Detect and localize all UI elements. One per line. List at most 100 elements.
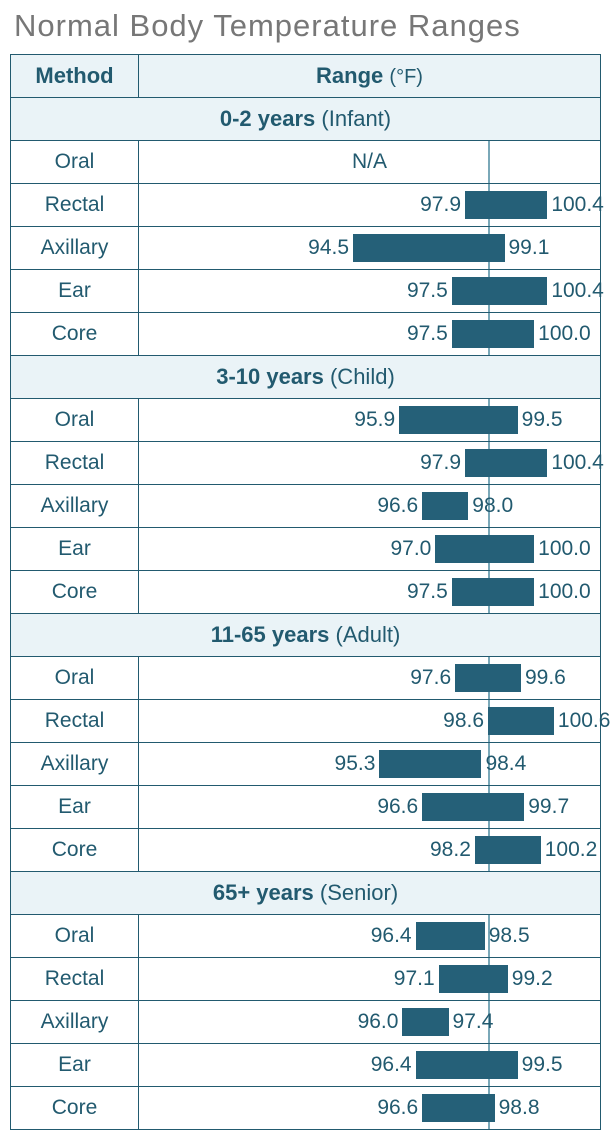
header-method: Method — [11, 55, 139, 98]
range-inner: 98.6100.6 — [139, 700, 600, 742]
group-header-cell: 0-2 years (Infant) — [11, 98, 601, 141]
range-hi: 98.5 — [485, 924, 530, 948]
range-hi: 99.6 — [521, 666, 566, 690]
page-title: Normal Body Temperature Ranges — [10, 8, 601, 44]
range-bar — [452, 277, 547, 305]
range-hi: 98.4 — [481, 752, 526, 776]
range-cell: 97.199.2 — [139, 958, 601, 1001]
table-row: Axillary 96.0 97.4 — [11, 1001, 601, 1044]
table-row: Axillary94.599.1 — [11, 227, 601, 270]
range-hi: 100.0 — [534, 322, 591, 346]
range-bar — [399, 406, 518, 434]
range-lo: 96.6 — [377, 494, 422, 518]
range-lo: 95.9 — [354, 408, 399, 432]
range-lo: 97.1 — [394, 967, 439, 991]
method-cell: Rectal — [11, 184, 139, 227]
range-bar — [452, 320, 534, 348]
group-header-cell: 65+ years (Senior) — [11, 872, 601, 915]
temperature-table: Method Range (°F) 0-2 years (Infant)Oral… — [10, 54, 601, 1130]
method-cell: Ear — [11, 786, 139, 829]
range-cell: 97.0 100.0 — [139, 528, 601, 571]
group-age: 0-2 years — [220, 106, 315, 131]
group-age: 11-65 years — [211, 622, 330, 647]
range-lo: 96.0 — [358, 1010, 403, 1034]
table-row: Oral 97.6 99.6 — [11, 657, 601, 700]
header-range: Range (°F) — [139, 55, 601, 98]
range-bar — [488, 707, 554, 735]
group-label: (Senior) — [320, 880, 398, 905]
group-label: (Adult) — [336, 622, 401, 647]
range-bar — [452, 578, 534, 606]
method-cell: Oral — [11, 399, 139, 442]
range-bar — [416, 1051, 518, 1079]
range-lo: 98.2 — [430, 838, 475, 862]
method-cell: Oral — [11, 141, 139, 184]
table-row: Ear97.5100.4 — [11, 270, 601, 313]
range-inner: 97.5 100.0 — [139, 571, 600, 613]
method-cell: Core — [11, 1087, 139, 1130]
method-cell: Axillary — [11, 485, 139, 528]
range-cell: 96.498.5 — [139, 915, 601, 958]
range-hi: 97.4 — [449, 1010, 494, 1034]
range-hi: 100.0 — [534, 580, 591, 604]
table-row: Ear97.0100.0 — [11, 528, 601, 571]
range-lo: 97.9 — [420, 193, 465, 217]
range-inner: 98.2100.2 — [139, 829, 600, 871]
table-row: Axillary95.398.4 — [11, 743, 601, 786]
range-hi: 100.6 — [554, 709, 611, 733]
group-header: 65+ years (Senior) — [11, 872, 601, 915]
table-row: Ear96.499.5 — [11, 1044, 601, 1087]
method-cell: Core — [11, 313, 139, 356]
table-row: Oral96.498.5 — [11, 915, 601, 958]
range-lo: 95.3 — [335, 752, 380, 776]
range-lo: 97.5 — [407, 322, 452, 346]
range-bar — [416, 922, 485, 950]
range-bar — [455, 664, 521, 692]
range-inner: 94.5 99.1 — [139, 227, 600, 269]
range-inner: 95.3 98.4 — [139, 743, 600, 785]
range-hi: 99.1 — [505, 236, 550, 260]
method-cell: Axillary — [11, 1001, 139, 1044]
table-row: Core98.2100.2 — [11, 829, 601, 872]
range-inner: 96.6 98.0 — [139, 485, 600, 527]
range-hi: 100.0 — [534, 537, 591, 561]
range-inner: 97.0 100.0 — [139, 528, 600, 570]
group-header: 0-2 years (Infant) — [11, 98, 601, 141]
range-inner: 97.9100.4 — [139, 442, 600, 484]
range-cell: 97.9 100.4 — [139, 442, 601, 485]
range-inner: 96.698.8 — [139, 1087, 600, 1129]
range-inner: 96.498.5 — [139, 915, 600, 957]
range-cell: 97.5100.4 — [139, 270, 601, 313]
range-inner: 97.199.2 — [139, 958, 600, 1000]
table-row: Core97.5100.0 — [11, 571, 601, 614]
range-inner: 97.6 99.6 — [139, 657, 600, 699]
range-lo: 94.5 — [308, 236, 353, 260]
range-hi: 98.0 — [468, 494, 513, 518]
range-lo: 97.0 — [390, 537, 435, 561]
group-header-cell: 3-10 years (Child) — [11, 356, 601, 399]
range-lo: 97.9 — [420, 451, 465, 475]
range-lo: 96.6 — [377, 795, 422, 819]
group-label: (Infant) — [321, 106, 391, 131]
range-lo: 97.5 — [407, 580, 452, 604]
group-header: 3-10 years (Child) — [11, 356, 601, 399]
range-hi: 100.4 — [547, 451, 604, 475]
range-lo: 97.6 — [410, 666, 455, 690]
method-cell: Oral — [11, 657, 139, 700]
range-hi: 98.8 — [495, 1096, 540, 1120]
range-bar — [353, 234, 504, 262]
range-lo: 97.5 — [407, 279, 452, 303]
range-cell: 97.5 100.0 — [139, 571, 601, 614]
range-inner: N/A — [139, 141, 600, 183]
range-inner: 97.5 100.0 — [139, 313, 600, 355]
range-inner: 96.0 97.4 — [139, 1001, 600, 1043]
method-cell: Ear — [11, 1044, 139, 1087]
table-row: Core 97.5 100.0 — [11, 313, 601, 356]
range-cell: 95.999.5 — [139, 399, 601, 442]
range-cell: 95.3 98.4 — [139, 743, 601, 786]
method-cell: Oral — [11, 915, 139, 958]
table-row: Rectal97.9100.4 — [11, 184, 601, 227]
group-header-cell: 11-65 years (Adult) — [11, 614, 601, 657]
range-bar — [402, 1008, 448, 1036]
range-bar — [465, 191, 547, 219]
